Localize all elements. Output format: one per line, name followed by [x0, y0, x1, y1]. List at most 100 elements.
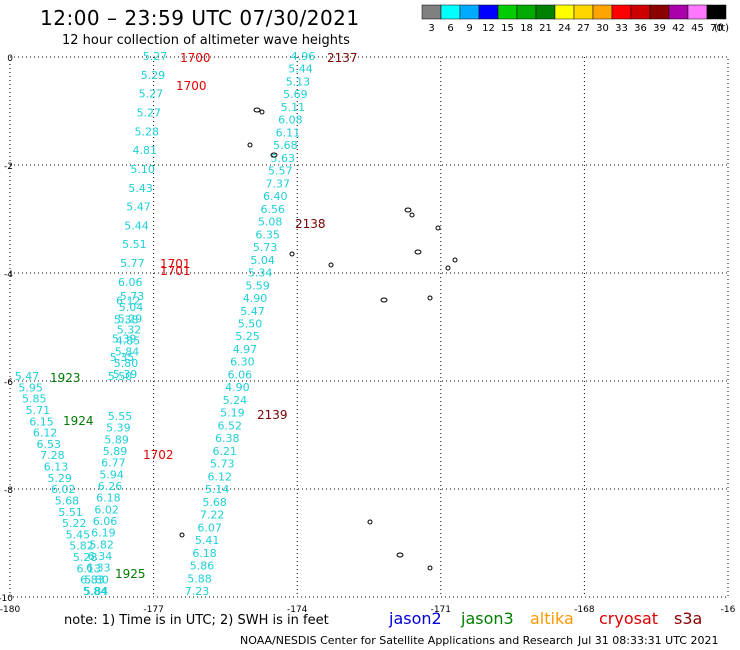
- swh-value-label: 4.81: [132, 144, 157, 157]
- generated-timestamp: Jul 31 08:33:31 UTC 2021: [578, 634, 719, 647]
- pass-time-label: 1923: [50, 371, 81, 385]
- map-frame: [9, 56, 729, 598]
- x-tick-label: -171: [431, 605, 451, 615]
- pass-time-label: 2139: [257, 408, 288, 422]
- swh-value-label: 7.28: [40, 449, 65, 462]
- swh-value-label: 5.10: [130, 163, 155, 176]
- swh-value-label: 6.33: [86, 562, 111, 575]
- legend-label: 6: [447, 23, 453, 34]
- swh-value-label: 5.73: [120, 290, 145, 303]
- swh-value-label: 5.68: [273, 139, 298, 152]
- pass-time-label: 1702: [143, 448, 174, 462]
- legend-label: 12: [482, 23, 495, 34]
- swh-value-label: 5.32: [117, 323, 142, 336]
- island-outline: [427, 295, 433, 301]
- island-outline: [179, 532, 185, 538]
- page-title: 12:00 – 23:59 UTC 07/30/2021: [40, 6, 360, 30]
- swh-value-label: 6.56: [260, 203, 285, 216]
- credit-text: NOAA/NESDIS Center for Satellite Applica…: [240, 634, 574, 647]
- swh-value-label: 5.27: [143, 50, 168, 63]
- swh-value-label: 5.73: [210, 458, 235, 471]
- x-tick-label: -180: [0, 605, 20, 615]
- legend-label: 70: [710, 23, 723, 34]
- island-outline: [435, 225, 441, 231]
- y-tick-label: -8: [4, 486, 13, 496]
- swh-value-label: 5.29: [118, 312, 143, 325]
- swh-value-label: 5.04: [250, 254, 275, 267]
- swh-value-label: 6.02: [51, 483, 76, 496]
- swh-value-label: 5.85: [22, 393, 47, 406]
- satellite-s3a: s3a: [674, 609, 703, 628]
- swh-value-label: 6.07: [197, 521, 222, 534]
- swh-value-label: 5.69: [283, 88, 308, 101]
- legend-label: 45: [691, 23, 704, 34]
- swh-value-label: 5.59: [245, 279, 270, 292]
- swh-value-label: 5.19: [220, 407, 245, 420]
- swh-value-label: 5.63: [271, 152, 296, 165]
- swh-value-label: 6.02: [94, 503, 119, 516]
- swh-value-label: 5.57: [268, 165, 293, 178]
- legend-unit: (ft): [714, 23, 729, 34]
- island-outline: [452, 257, 458, 263]
- swh-value-label: 5.80: [84, 573, 109, 586]
- swh-value-label: 6.52: [218, 419, 243, 432]
- footer-note: note: 1) Time is in UTC; 2) SWH is in fe…: [64, 613, 329, 628]
- swh-value-label: 6.18: [192, 547, 217, 560]
- swh-value-label: 6.06: [228, 368, 253, 381]
- swh-value-label: 5.39: [112, 332, 137, 345]
- swh-value-label: 5.38: [114, 314, 139, 327]
- swh-value-label: 6.53: [37, 438, 62, 451]
- pass-time-label: 1700: [180, 51, 211, 65]
- island-outline: [396, 552, 404, 558]
- swh-value-label: 5.73: [253, 241, 278, 254]
- swh-value-label: 5.34: [248, 267, 273, 280]
- swh-value-label: 6.40: [263, 190, 288, 203]
- color-legend: 3 6 9 12 15 18 21 24 27 30 33 36 39 42 45 70(ft): [421, 4, 729, 34]
- swh-value-label: 5.86: [190, 560, 215, 573]
- swh-value-label: 4.96: [291, 50, 316, 63]
- legend-label: 33: [615, 23, 628, 34]
- swh-value-label: 6.12: [207, 470, 232, 483]
- swh-value-label: 5.14: [205, 483, 230, 496]
- legend-label: 18: [520, 23, 533, 34]
- legend-label: 3: [428, 23, 434, 34]
- swh-value-label: 5.27: [139, 88, 164, 101]
- swh-value-label: 6.35: [255, 228, 280, 241]
- swh-value-label: 6.06: [118, 276, 143, 289]
- x-tick-label: -177: [143, 605, 163, 615]
- swh-value-label: 5.29: [141, 69, 166, 82]
- island-outline: [380, 297, 388, 303]
- swh-value-label: 6.13: [44, 461, 69, 474]
- swh-value-label: 4.97: [233, 343, 258, 356]
- swh-value-label: 5.41: [195, 534, 220, 547]
- island-outline: [270, 152, 278, 158]
- pass-time-label: 1924: [63, 414, 94, 428]
- satellite-jason3: jason3: [461, 609, 514, 628]
- x-tick-label: -16: [721, 605, 736, 615]
- swh-value-label: 5.11: [281, 101, 306, 114]
- swh-value-label: 6.12: [33, 427, 58, 440]
- swh-value-label: 5.29: [47, 472, 72, 485]
- swh-value-label: 5.80: [114, 357, 139, 370]
- swh-value-label: 5.28: [135, 125, 160, 138]
- swh-value-label: 5.68: [55, 494, 80, 507]
- swh-value-label: 5.89: [103, 445, 128, 458]
- satellite-jason2: jason2: [389, 609, 442, 628]
- swh-value-label: 5.82: [89, 538, 114, 551]
- pass-time-label: 1701: [160, 257, 191, 271]
- swh-value-label: 7.22: [200, 509, 225, 522]
- island-outline: [367, 519, 373, 525]
- swh-value-label: 5.89: [104, 433, 129, 446]
- island-outline: [259, 109, 265, 115]
- swh-value-label: 5.43: [128, 182, 153, 195]
- swh-value-label: 7.23: [185, 585, 210, 598]
- swh-value-label: 6.30: [230, 356, 255, 369]
- swh-value-label: 5.68: [202, 496, 227, 509]
- x-tick-label: -174: [287, 605, 308, 615]
- swh-value-label: 6.77: [101, 457, 126, 470]
- y-tick-label: -10: [0, 594, 13, 604]
- swh-value-label: 6.15: [29, 415, 54, 428]
- island-outline: [289, 251, 295, 257]
- swh-value-label: 5.04: [119, 301, 144, 314]
